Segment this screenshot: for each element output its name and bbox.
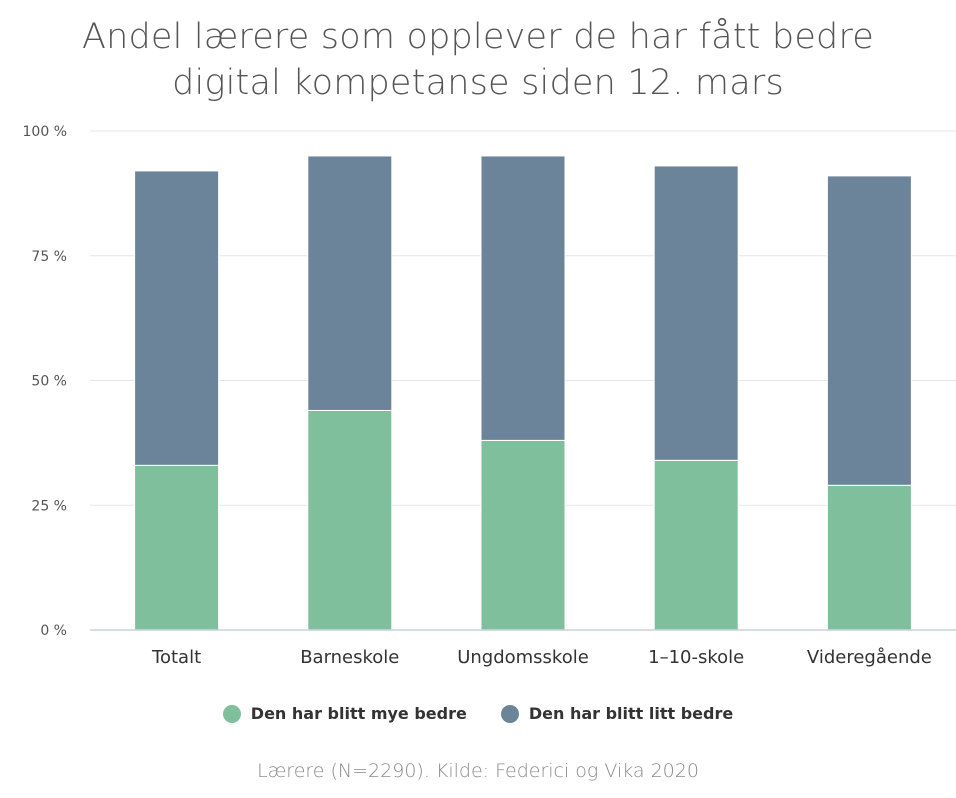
bar-segment — [653, 459, 739, 631]
legend-marker-litt-bedre — [500, 704, 519, 723]
legend-item-litt-bedre[interactable]: Den har blitt litt bedre — [500, 704, 734, 723]
bar-segment — [480, 439, 566, 631]
bar-segment — [307, 409, 393, 631]
chart-title: Andel lærere som opplever de har fått be… — [0, 14, 956, 106]
bar-segment — [134, 170, 220, 466]
legend-marker-mye-bedre — [222, 704, 241, 723]
chart-legend: Den har blitt mye bedre Den har blitt li… — [0, 704, 956, 723]
bar-segment — [653, 165, 739, 461]
bar-segment — [307, 155, 393, 411]
source-note: Lærere (N=2290). Kilde: Federici og Vika… — [257, 760, 699, 782]
stacked-bar-chart: 0 % 25 % 50 % 75 % 100 % Totalt Barneskole Ungd… — [23, 124, 956, 668]
bar-segment — [826, 484, 912, 631]
bar-segment — [134, 464, 220, 631]
legend-label-mye-bedre: Den har blitt mye bedre — [250, 704, 467, 723]
x-tick-label: Ungdomsskole — [457, 647, 589, 668]
x-tick-label: Barneskole — [300, 647, 399, 668]
y-tick-label: 75 % — [31, 249, 67, 265]
y-tick-label: 100 % — [23, 124, 67, 140]
chart-title-line-1: Andel lærere som opplever de har fått be… — [81, 17, 875, 57]
chart-title-line-2: digital kompetanse siden 12. mars — [172, 63, 784, 103]
bar-segment — [826, 175, 912, 486]
legend-label-litt-bedre: Den har blitt litt bedre — [528, 704, 734, 723]
legend-item-mye-bedre[interactable]: Den har blitt mye bedre — [222, 704, 467, 723]
x-tick-label: Totalt — [151, 647, 201, 668]
y-tick-label: 25 % — [31, 498, 67, 514]
x-tick-label: 1–10-skole — [648, 647, 744, 668]
bar-segment — [480, 155, 566, 441]
x-tick-label: Videregående — [807, 647, 932, 668]
y-tick-label: 0 % — [40, 623, 67, 639]
y-tick-label: 50 % — [31, 374, 67, 390]
